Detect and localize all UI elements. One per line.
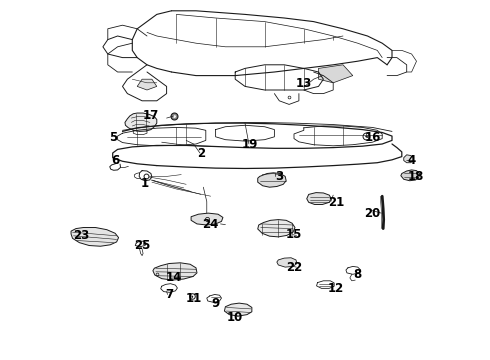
Polygon shape	[224, 303, 252, 316]
Polygon shape	[125, 113, 157, 131]
Text: 3: 3	[275, 170, 283, 183]
Text: 5: 5	[109, 131, 117, 144]
Text: 19: 19	[242, 138, 258, 150]
Polygon shape	[191, 213, 223, 225]
Text: 15: 15	[286, 228, 302, 241]
Polygon shape	[307, 193, 331, 204]
Text: 21: 21	[328, 196, 344, 209]
Text: 16: 16	[364, 131, 381, 144]
Text: 23: 23	[73, 229, 89, 242]
Polygon shape	[258, 220, 295, 237]
Text: 8: 8	[354, 268, 362, 281]
Text: 12: 12	[327, 282, 344, 295]
Polygon shape	[258, 173, 286, 187]
Text: 7: 7	[165, 288, 173, 301]
Text: 4: 4	[408, 154, 416, 167]
Text: 11: 11	[185, 292, 202, 305]
Text: 24: 24	[202, 219, 219, 231]
Polygon shape	[404, 155, 414, 163]
Text: 1: 1	[141, 177, 148, 190]
Polygon shape	[318, 65, 353, 83]
Text: 20: 20	[364, 207, 381, 220]
Text: 13: 13	[295, 77, 312, 90]
Text: 10: 10	[227, 311, 244, 324]
Polygon shape	[137, 79, 157, 90]
Polygon shape	[153, 263, 197, 280]
Text: 14: 14	[166, 271, 182, 284]
Text: 18: 18	[407, 170, 424, 183]
Text: 25: 25	[134, 239, 150, 252]
Text: 9: 9	[212, 297, 220, 310]
Text: 6: 6	[111, 154, 119, 167]
Text: 17: 17	[143, 109, 159, 122]
Polygon shape	[277, 258, 297, 267]
Polygon shape	[401, 170, 419, 181]
Text: 22: 22	[286, 261, 302, 274]
Polygon shape	[71, 228, 119, 246]
Text: 2: 2	[197, 147, 205, 159]
